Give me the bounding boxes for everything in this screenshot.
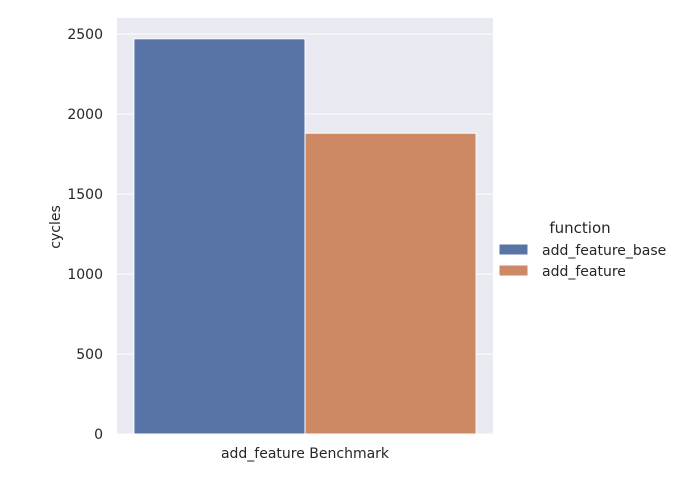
legend: function add_feature_base add_feature	[498, 219, 666, 280]
legend-label-add_feature: add_feature	[542, 264, 626, 280]
bar-add_feature	[304, 132, 477, 435]
legend-title: function	[549, 219, 610, 237]
y-tick-label-1000: 1000	[67, 267, 103, 283]
x-axis-label: add_feature Benchmark	[221, 446, 390, 462]
y-tick-label-2000: 2000	[67, 107, 103, 123]
y-tick-label-2500: 2500	[67, 27, 103, 43]
legend-swatch-add_feature_base	[498, 243, 529, 256]
y-axis-ticks: 0 500 1000 1500 2000 2500	[67, 27, 103, 443]
legend-swatch-add_feature	[498, 264, 529, 277]
bar-add_feature_base	[133, 38, 306, 435]
y-tick-label-1500: 1500	[67, 187, 103, 203]
y-axis-label: cycles	[48, 205, 64, 248]
bars	[133, 38, 477, 435]
legend-items: add_feature_base add_feature	[498, 243, 666, 280]
y-tick-label-500: 500	[76, 347, 103, 363]
y-tick-label-0: 0	[94, 427, 103, 443]
legend-label-add_feature_base: add_feature_base	[542, 243, 666, 259]
